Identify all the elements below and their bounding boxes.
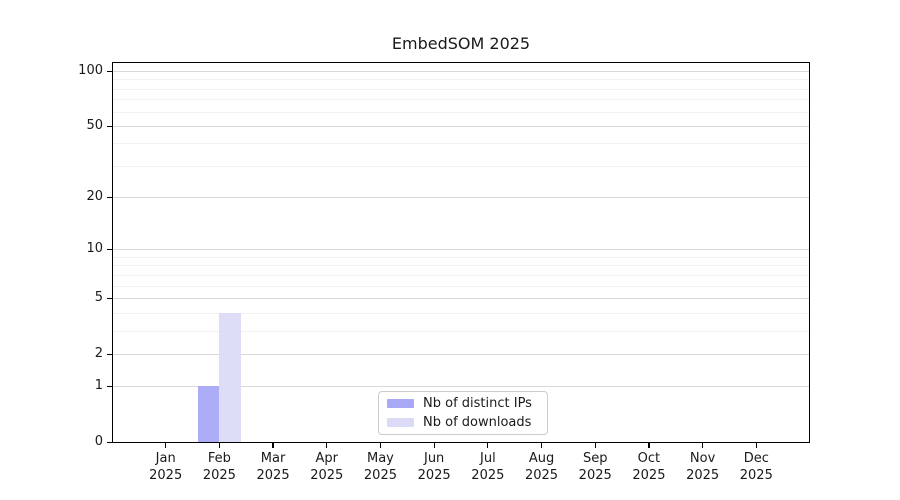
gridline-minor [113, 274, 809, 276]
gridline-major [113, 249, 809, 251]
x-tick-year: 2025 [686, 468, 720, 483]
x-tick-label: Jun 2025 [406, 450, 462, 484]
legend-label-downloads: Nb of downloads [423, 415, 532, 430]
gridline-major [113, 386, 809, 388]
x-tick-label: Feb 2025 [191, 450, 247, 484]
legend-item-distinct-ips: Nb of distinct IPs [387, 396, 539, 411]
x-tick-mark [379, 443, 382, 448]
y-tick-mark [107, 249, 112, 251]
legend-label-distinct-ips: Nb of distinct IPs [423, 396, 532, 411]
x-tick-mark [165, 443, 167, 448]
x-tick-label: Jul 2025 [460, 450, 516, 484]
x-tick-mark [540, 443, 543, 448]
gridline-minor [113, 312, 809, 314]
gridline-minor [113, 256, 809, 258]
x-tick-mark [487, 443, 489, 448]
chart-title: EmbedSOM 2025 [391, 34, 531, 53]
gridline-minor [113, 99, 809, 101]
x-tick-label: Apr 2025 [299, 450, 355, 484]
gridline-major [113, 197, 809, 199]
x-tick-mark [755, 443, 757, 448]
x-tick-month: Apr [315, 451, 339, 466]
legend-item-downloads: Nb of downloads [387, 415, 539, 430]
x-tick-month: Jun [423, 451, 445, 466]
x-tick-label: May 2025 [352, 450, 408, 484]
x-tick-month: Oct [637, 451, 661, 466]
bar-downloads-feb [219, 312, 241, 442]
gridline-minor [113, 165, 809, 167]
gridline-minor [113, 265, 809, 267]
y-tick-label: 0 [94, 434, 103, 449]
x-tick-label: Mar 2025 [245, 450, 301, 484]
x-tick-year: 2025 [739, 468, 773, 483]
x-tick-year: 2025 [256, 468, 290, 483]
x-tick-month: Jul [480, 451, 496, 466]
x-tick-month: Nov [689, 451, 716, 466]
x-tick-year: 2025 [471, 468, 505, 483]
x-tick-month: Aug [528, 451, 555, 466]
x-tick-year: 2025 [524, 468, 559, 483]
gridline-major [113, 353, 809, 355]
gridline-minor [113, 330, 809, 332]
legend: Nb of distinct IPs Nb of downloads [378, 391, 548, 435]
gridline-major [113, 297, 809, 299]
gridline-minor [113, 143, 809, 145]
x-tick-year: 2025 [363, 468, 397, 483]
plot-area [112, 62, 810, 443]
y-tick-mark [107, 197, 112, 199]
gridline-minor [113, 111, 809, 113]
x-tick-month: Feb [207, 451, 231, 466]
x-tick-label: Jan 2025 [138, 450, 194, 484]
x-tick-year: 2025 [417, 468, 451, 483]
gridline-minor [113, 285, 809, 287]
x-tick-year: 2025 [578, 468, 612, 483]
y-tick-mark [107, 297, 112, 300]
y-tick-mark [107, 353, 112, 355]
x-tick-month: Dec [743, 451, 769, 466]
x-tick-label: Dec 2025 [728, 450, 784, 484]
x-tick-year: 2025 [202, 468, 236, 483]
y-tick-mark [107, 71, 112, 73]
x-tick-label: Aug 2025 [514, 450, 570, 484]
x-tick-month: Mar [260, 451, 286, 466]
x-tick-mark [594, 443, 596, 448]
x-tick-month: Sep [582, 451, 608, 466]
x-tick-mark [326, 443, 328, 448]
x-tick-year: 2025 [632, 468, 666, 483]
x-tick-mark [272, 443, 274, 448]
x-tick-label: Sep 2025 [567, 450, 623, 484]
y-tick-label: 50 [86, 117, 103, 133]
x-tick-mark [433, 443, 435, 448]
gridline-minor [113, 88, 809, 90]
x-tick-mark [702, 443, 704, 448]
x-tick-mark [648, 443, 650, 448]
y-tick-mark [107, 442, 112, 444]
y-tick-mark [107, 386, 112, 388]
y-tick-label: 10 [86, 241, 103, 257]
x-tick-label: Nov 2025 [675, 450, 731, 484]
x-tick-month: Jan [155, 451, 176, 466]
x-tick-year: 2025 [149, 468, 183, 483]
y-tick-label: 100 [78, 63, 103, 78]
y-tick-label: 5 [94, 289, 103, 305]
y-tick-label: 1 [94, 378, 103, 394]
gridline-major [113, 71, 809, 72]
legend-swatch-distinct-ips [387, 399, 414, 408]
gridline-major [113, 125, 809, 127]
bar-distinct-ips-feb [197, 386, 220, 442]
y-tick-mark [107, 125, 112, 128]
x-tick-mark [218, 443, 220, 448]
x-tick-year: 2025 [310, 468, 344, 483]
x-tick-label: Oct 2025 [621, 450, 677, 484]
legend-swatch-downloads [387, 418, 414, 427]
y-tick-label: 2 [94, 345, 103, 361]
x-tick-month: May [367, 451, 394, 466]
gridline-minor [113, 79, 809, 81]
y-tick-label: 20 [86, 189, 103, 205]
